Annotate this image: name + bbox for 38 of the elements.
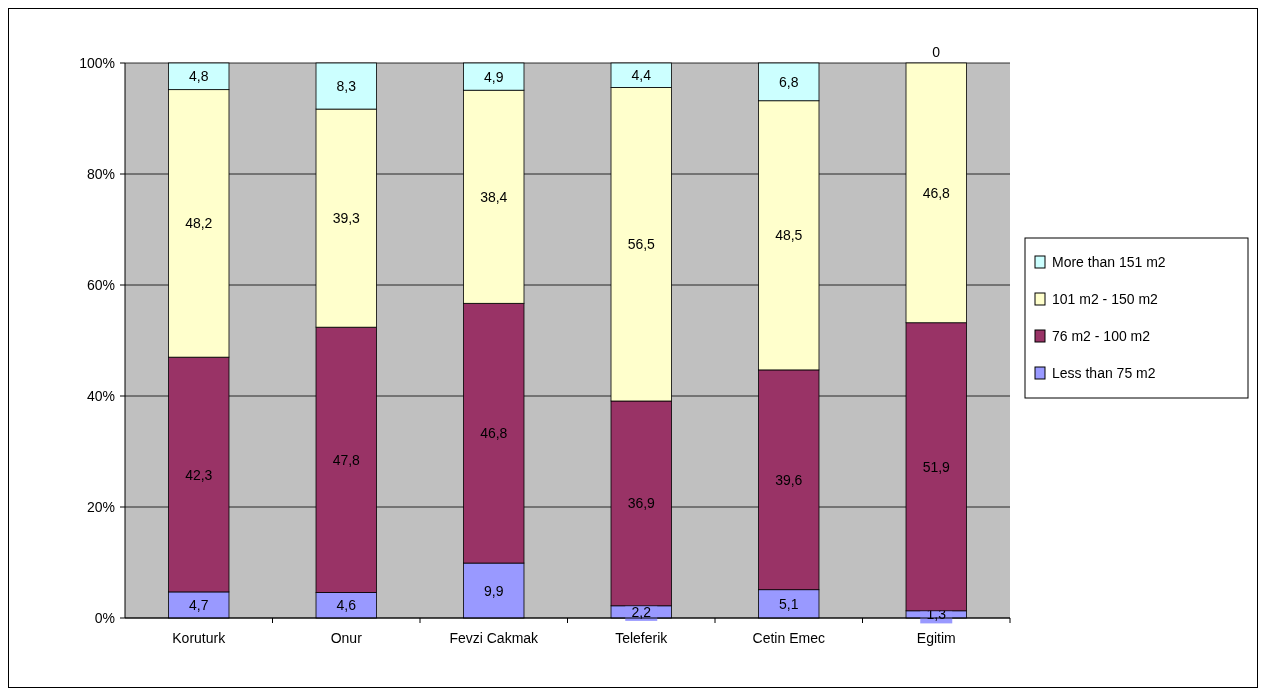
data-label: 47,8 [332,451,361,468]
data-label: 48,5 [775,227,803,244]
data-label: 4,8 [189,68,209,85]
legend-label: More than 151 m2 [1052,254,1166,270]
x-tick-label: Teleferik [615,630,669,646]
x-tick-label: Onur [330,630,363,646]
data-label: 4,4 [631,67,652,84]
legend-label: 76 m2 - 100 m2 [1052,328,1151,344]
data-label: 48,2 [185,215,213,232]
legend-label: Less than 75 m2 [1052,365,1156,381]
data-label: 42,3 [185,466,213,483]
x-tick-label: Fevzi Cakmak [449,630,540,646]
data-label: 8,3 [336,78,357,95]
y-tick-label: 20% [86,499,115,515]
data-label: 4,6 [336,597,357,614]
x-tick-label: Egitim [916,630,956,646]
y-tick-label: 100% [79,55,115,71]
data-label: 9,9 [484,582,504,599]
y-tick-label: 0% [94,610,115,626]
data-label: 4,7 [189,596,209,613]
data-label: 36,9 [627,495,656,512]
y-tick-label: 60% [86,277,115,293]
data-label: 51,9 [922,458,951,475]
data-label: 0 [932,44,941,60]
y-tick-label: 40% [86,388,115,404]
y-tick-label: 80% [86,166,115,182]
x-tick-label: Koruturk [172,630,227,646]
legend-label: 101 m2 - 150 m2 [1052,291,1159,307]
x-tick-label: Cetin Emec [752,630,825,646]
data-label: 4,9 [484,68,504,85]
data-label: 39,6 [775,471,803,488]
data-label: 39,3 [332,210,361,227]
data-label: 6,8 [779,73,799,90]
data-label: 56,5 [627,236,656,253]
data-label: 5,1 [779,595,799,612]
data-label: 46,8 [480,425,508,442]
data-label: 46,8 [922,184,951,201]
data-label: 38,4 [480,188,508,205]
